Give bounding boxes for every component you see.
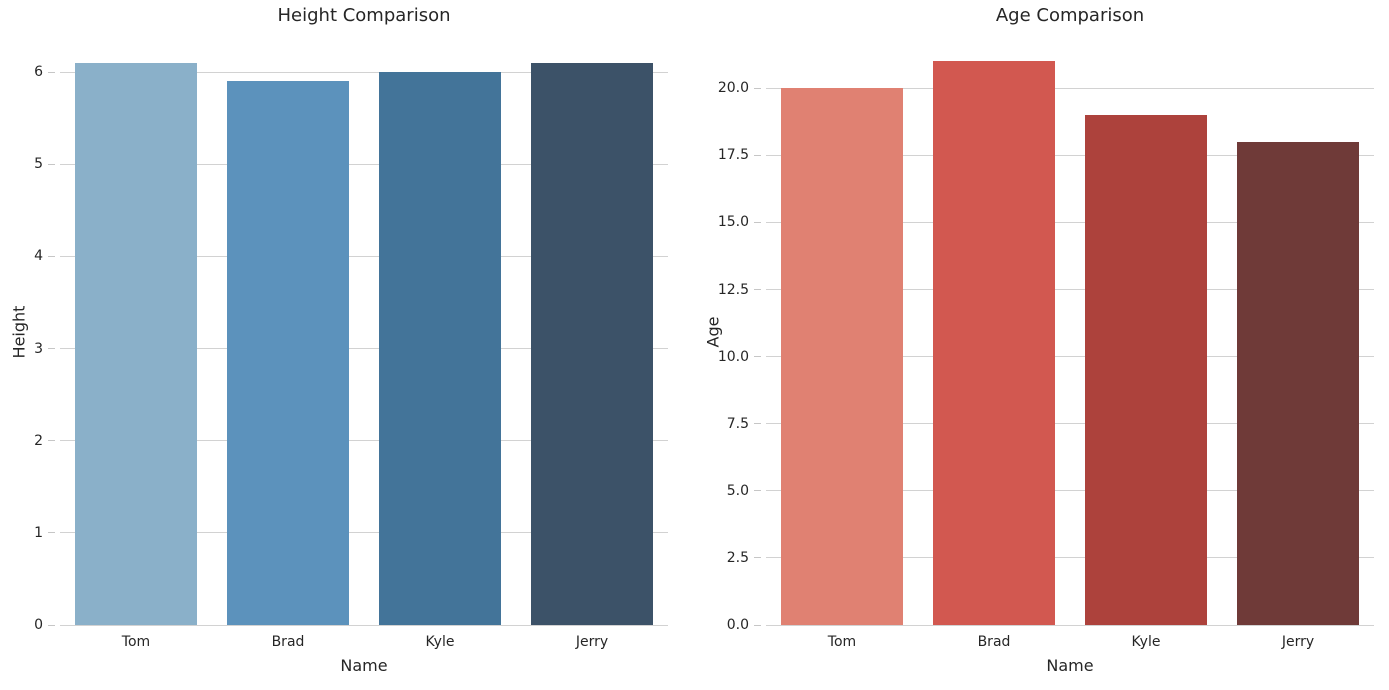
- y-tick-label: 1: [34, 524, 43, 541]
- y-tick-mark: [48, 71, 55, 73]
- y-tick-mark: [754, 624, 761, 626]
- y-tick-label: 20.0: [717, 80, 749, 97]
- y-tick-mark: [48, 255, 55, 257]
- chart-title: Height Comparison: [277, 5, 451, 26]
- y-tick-label: 7.5: [726, 415, 749, 432]
- y-tick-mark: [48, 532, 55, 534]
- y-tick-label: 4: [34, 248, 43, 265]
- x-tick-label: Jerry: [1281, 634, 1315, 650]
- x-axis-label: Name: [340, 656, 388, 675]
- gridline: [60, 163, 668, 165]
- plot-column: Age Comparison Tom Brad Kyle Jerry Name: [766, 0, 1374, 690]
- gridline: [60, 71, 668, 73]
- gridline: [766, 624, 1374, 626]
- y-tick-mark: [48, 624, 55, 626]
- chart-title: Age Comparison: [995, 5, 1145, 26]
- y-tick-label: 2: [34, 432, 43, 449]
- y-tick-label: 10.0: [717, 348, 749, 365]
- gridline: [766, 154, 1374, 156]
- plot-area: [766, 40, 1374, 626]
- y-tick-label: 3: [34, 340, 43, 357]
- y-tick-label: 12.5: [717, 281, 749, 298]
- bar-jerry: [1237, 141, 1359, 625]
- bar-tom: [75, 63, 197, 625]
- y-tick-label: 15.0: [717, 214, 749, 231]
- y-tick-mark: [48, 440, 55, 442]
- x-tick-label: Brad: [271, 634, 305, 650]
- x-tick-label: Kyle: [425, 634, 455, 650]
- y-axis: 0.0 2.5 5.0 7.5 10.0 12.5 15.0 17.5 20.0: [694, 40, 766, 633]
- y-tick-mark: [754, 87, 761, 89]
- y-tick-label: 6: [34, 64, 43, 81]
- gridline: [60, 440, 668, 442]
- y-tick-mark: [754, 423, 761, 425]
- y-tick-mark: [754, 557, 761, 559]
- y-tick-label: 0.0: [726, 617, 749, 633]
- gridline: [766, 490, 1374, 492]
- plot-column: Height Comparison Tom Brad Kyle Jerry Name: [60, 0, 668, 690]
- gridline: [60, 348, 668, 350]
- gridline: [766, 221, 1374, 223]
- bar-tom: [781, 88, 903, 625]
- y-tick-mark: [754, 356, 761, 358]
- y-tick-label: 5.0: [726, 482, 749, 499]
- y-tick-label: 0: [34, 617, 43, 633]
- x-tick-label: Tom: [827, 634, 857, 650]
- x-axis-label: Name: [1046, 656, 1094, 675]
- bar-brad: [933, 61, 1055, 625]
- x-tick-label: Jerry: [575, 634, 609, 650]
- gridline: [60, 532, 668, 534]
- gridline: [766, 423, 1374, 425]
- gridline: [766, 87, 1374, 89]
- y-tick-mark: [754, 490, 761, 492]
- x-axis: Tom Brad Kyle Jerry: [60, 632, 668, 652]
- y-tick-mark: [48, 348, 55, 350]
- bar-kyle: [1085, 115, 1207, 625]
- y-tick-mark: [48, 163, 55, 165]
- x-tick-label: Kyle: [1131, 634, 1161, 650]
- y-tick-label: 2.5: [726, 549, 749, 566]
- y-tick-mark: [754, 221, 761, 223]
- gridline: [766, 356, 1374, 358]
- y-axis: 0 1 2 3 4 5 6: [0, 40, 60, 633]
- bar-kyle: [379, 72, 501, 625]
- y-tick-mark: [754, 289, 761, 291]
- gridline: [60, 255, 668, 257]
- y-tick-mark: [754, 154, 761, 156]
- gridline: [766, 557, 1374, 559]
- x-axis: Tom Brad Kyle Jerry: [766, 632, 1374, 652]
- x-tick-label: Brad: [977, 634, 1011, 650]
- y-tick-label: 5: [34, 156, 43, 173]
- age-comparison-chart: Age 0.0 2.5 5.0 7.5 10.0 12.5 15.0 17.5 20.0 Age…: [694, 0, 1389, 690]
- bar-jerry: [531, 63, 653, 625]
- plot-area: [60, 40, 668, 626]
- y-tick-label: 17.5: [717, 147, 749, 164]
- x-tick-label: Tom: [121, 634, 151, 650]
- bar-brad: [227, 81, 349, 625]
- gridline: [766, 289, 1374, 291]
- gridline: [60, 624, 668, 626]
